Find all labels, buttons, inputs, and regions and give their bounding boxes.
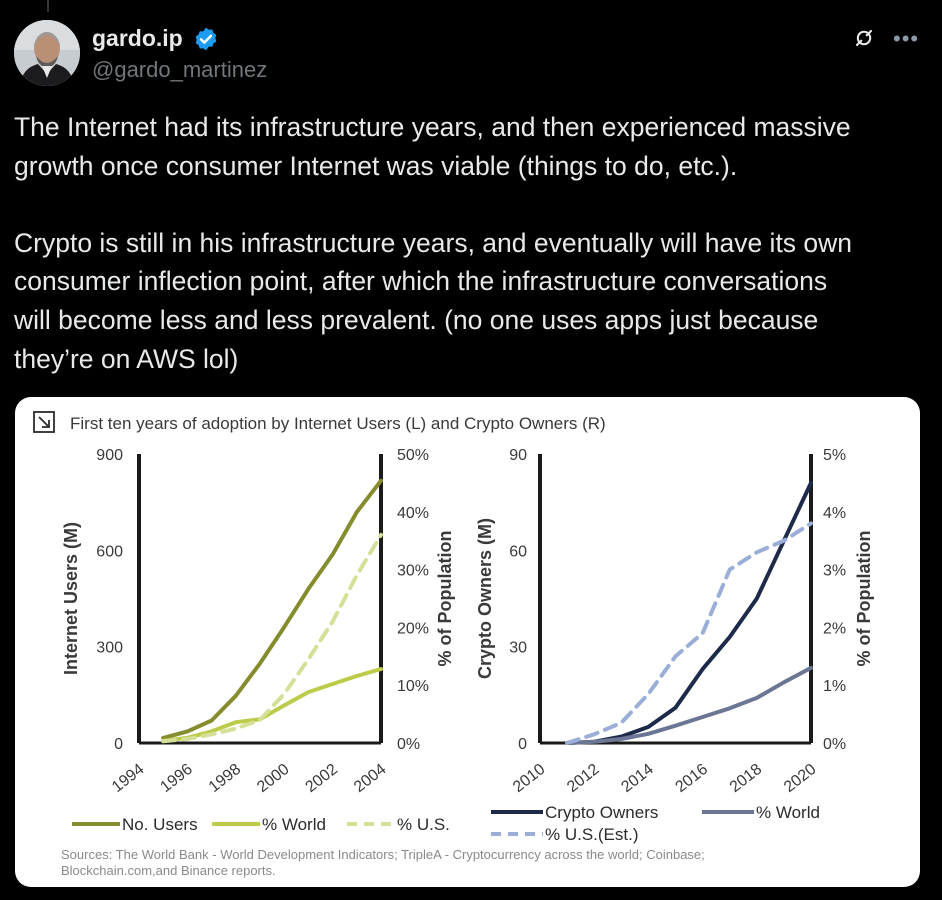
x-tick-label: 2018 [727,761,766,796]
grok-icon[interactable] [853,27,875,49]
x-tick-label: 1994 [109,761,148,796]
legend-label: % U.S.(Est.) [545,825,639,844]
legend-label: % World [756,803,820,822]
legend-label: % World [262,815,326,834]
sources-line: Sources: The World Bank - World Developm… [61,847,705,862]
y2-tick-label: 40% [397,505,429,522]
chart-panel-2: 0 30 60 90 0% 1% 2% 3% 4% 5% 2010 2012 2014 2016 2018 2… [475,447,874,844]
y2-tick-label: 20% [397,620,429,637]
tweet-line: Crypto is still in his infrastructure ye… [14,227,853,258]
y-tick-label: 90 [509,447,527,464]
verified-badge-icon[interactable] [193,26,219,52]
x-tick-label: 2020 [781,761,820,796]
arrow-down-right-icon [33,411,55,433]
chart-figure: First ten years of adoption by Internet … [33,411,874,844]
more-options-icon[interactable]: ••• [893,26,920,51]
author-display-name[interactable]: gardo.ip [92,25,183,51]
chart-title: First ten years of adoption by Internet … [70,414,606,433]
thread-connector-line [47,0,49,12]
y-tick-label: 60 [509,543,527,560]
legend-label: % U.S. [397,815,450,834]
author-handle[interactable]: @gardo_martinez [92,57,268,82]
x-tick-label: 2016 [673,761,712,796]
y2-tick-label: 0% [397,736,420,753]
y-tick-label: 30 [509,640,527,657]
tweet-line: will become less and less prevalent. (no… [14,304,819,335]
legend-label: No. Users [122,815,198,834]
x-tick-label: 2014 [618,761,657,796]
x-tick-label: 2004 [351,761,390,796]
y2-tick-label: 3% [823,563,846,580]
y2-axis-label: % of Population [854,531,874,667]
x-tick-label: 2002 [303,761,342,796]
y-tick-label: 300 [96,640,123,657]
x-tick-label: 2012 [564,761,603,796]
y2-tick-label: 0% [823,736,846,753]
tweet-line: growth once consumer Internet was viable… [14,150,738,181]
y2-tick-label: 2% [823,620,846,637]
tweet-text: The Internet had its infrastructure year… [14,108,924,378]
y2-axis-label: % of Population [435,531,455,667]
series-line--world [161,667,383,743]
y-tick-label: 600 [96,543,123,560]
series-line--u-s- [161,532,383,744]
x-tick-label: 2000 [254,761,293,796]
avatar-photo [14,20,80,86]
chart-sources: Sources: The World Bank - World Developm… [61,847,881,879]
tweet-line: consumer inflection point, after which t… [14,266,828,297]
tweet-line: they’re on AWS lol) [14,343,239,374]
y-axis-label: Internet Users (M) [61,522,81,675]
sources-line: Blockchain.com,and Binance reports. [61,863,276,878]
tweet-media-image[interactable]: First ten years of adoption by Internet … [15,397,920,887]
y2-tick-label: 5% [823,447,846,464]
series-line-no-users [161,478,383,740]
y-tick-label: 0 [114,736,123,753]
y2-tick-label: 50% [397,447,429,464]
tweet-line: The Internet had its infrastructure year… [14,112,851,142]
legend-label: Crypto Owners [545,803,658,822]
chart-panel-1: 0 300 600 900 0% 10% 20% 30% 40% 50% 1994 1996 1998 2… [61,447,455,834]
y-axis-label: Crypto Owners (M) [475,518,495,679]
y2-tick-label: 4% [823,505,846,522]
y-tick-label: 0 [518,736,527,753]
series-line-crypto-owners [565,480,813,745]
y2-tick-label: 10% [397,678,429,695]
x-tick-label: 1996 [157,761,196,796]
series-line--u-s-est- [565,521,813,745]
x-tick-label: 2010 [510,761,549,796]
x-tick-label: 1998 [206,761,245,796]
series-line--world [565,665,813,745]
avatar[interactable] [14,20,80,86]
y-tick-label: 900 [96,447,123,464]
y2-tick-label: 30% [397,563,429,580]
y2-tick-label: 1% [823,678,846,695]
